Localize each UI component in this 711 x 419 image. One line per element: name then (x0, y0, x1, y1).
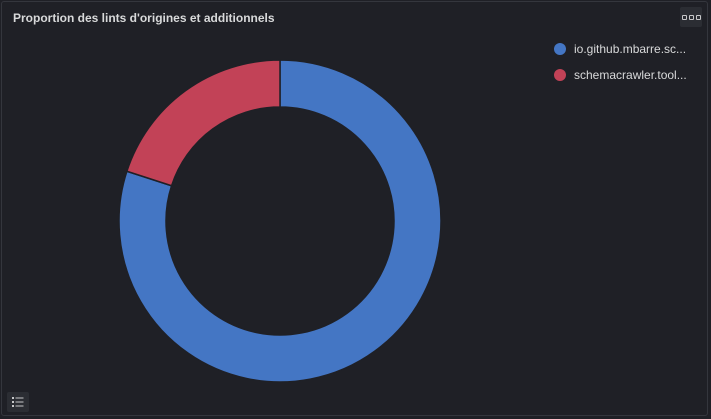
list-icon (12, 397, 24, 407)
chart-legend: io.github.mbarre.sc... schemacrawler.too… (554, 40, 704, 92)
donut-slice-0[interactable] (118, 59, 442, 383)
legend-item-0[interactable]: io.github.mbarre.sc... (554, 40, 704, 58)
legend-toggle-button[interactable] (7, 392, 29, 412)
legend-label-0: io.github.mbarre.sc... (574, 42, 687, 56)
panel-title: Proportion des lints d'origines et addit… (13, 11, 275, 25)
panel-menu-button[interactable] (680, 7, 702, 27)
legend-item-1[interactable]: schemacrawler.tool... (554, 66, 704, 84)
legend-swatch-1 (554, 69, 566, 81)
more-options-icon (681, 14, 687, 20)
legend-label-1: schemacrawler.tool... (574, 68, 687, 82)
donut-chart (118, 59, 442, 383)
legend-swatch-0 (554, 43, 566, 55)
donut-slice-1[interactable] (125, 59, 281, 187)
